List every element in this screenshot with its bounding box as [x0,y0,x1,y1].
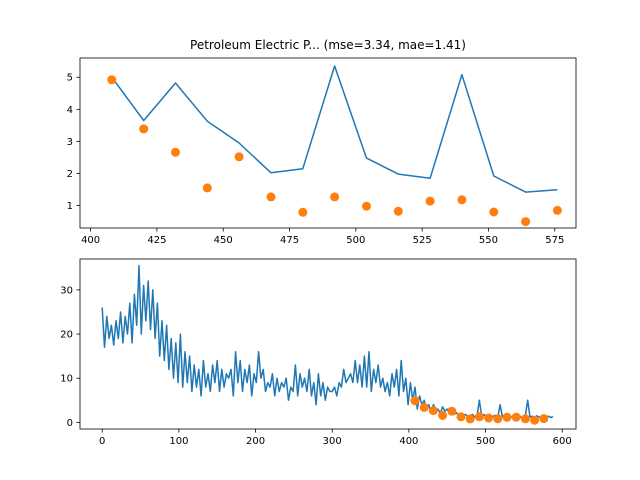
bottom-subplot: 0 100 200 300 400 500 600 0 10 20 30 [60,258,577,447]
top-data-point [266,192,276,202]
top-chart-title: Petroleum Electric P... (mse=3.34, mae=1… [190,38,466,52]
bottom-data-point [511,412,521,422]
bottom-data-point [493,414,503,424]
top-data-point [298,207,308,217]
top-x-tick-label: 575 [545,235,564,246]
bottom-x-tick-label: 200 [246,436,265,447]
bottom-data-point [456,412,466,422]
bottom-x-tick-label: 600 [553,436,572,447]
top-data-point [234,152,244,162]
top-axis-ticks: 400 425 450 475 500 525 550 575 1 2 3 4 5 [67,73,565,246]
top-y-tick-label: 1 [67,201,73,212]
top-x-tick-label: 550 [479,235,498,246]
top-series [107,65,562,227]
bottom-x-tick-label: 300 [323,436,342,447]
bottom-y-tick-label: 30 [60,285,73,296]
bottom-data-point [530,415,540,425]
top-y-tick-label: 4 [67,105,73,116]
top-data-point [171,147,180,157]
top-x-tick-label: 450 [214,235,233,246]
bottom-axis-ticks: 0 100 200 300 400 500 600 0 10 20 30 [60,285,571,447]
top-x-tick-label: 500 [346,235,365,246]
top-data-point [362,201,371,211]
top-y-tick-label: 3 [67,137,73,148]
top-x-tick-label: 525 [413,235,432,246]
top-data-point [107,75,117,85]
top-data-point [521,217,531,227]
bottom-data-point [484,413,494,423]
bottom-x-tick-label: 400 [399,436,418,447]
bottom-series [101,264,554,425]
top-data-point [552,205,562,215]
bottom-y-tick-label: 10 [60,374,73,385]
bottom-data-point [410,396,420,406]
bottom-x-tick-label: 0 [99,436,105,447]
top-y-tick-label: 5 [67,73,73,84]
bottom-data-point [539,414,549,424]
top-x-tick-label: 400 [81,235,100,246]
top-subplot: Petroleum Electric P... (mse=3.34, mae=1… [67,38,577,246]
bottom-x-tick-label: 100 [169,436,188,447]
bottom-data-point [447,406,457,416]
bottom-x-tick-label: 500 [476,436,495,447]
bottom-data-point [419,402,429,412]
bottom-data-point [428,406,438,416]
top-data-point [330,192,340,202]
bottom-series-line [101,264,554,419]
bottom-data-point [465,414,475,424]
top-x-tick-label: 475 [280,235,299,246]
top-data-point [139,124,149,134]
bottom-data-point [438,411,448,420]
top-series-line [111,65,558,193]
top-plot-frame [79,57,577,229]
top-data-point [457,195,467,205]
bottom-plot-frame [79,258,577,430]
bottom-data-point [474,412,484,422]
top-data-point [202,183,212,193]
top-y-tick-label: 2 [67,169,73,180]
bottom-data-point [520,414,530,424]
bottom-y-tick-label: 0 [67,418,73,429]
top-data-point [489,207,499,217]
top-data-point [425,196,435,206]
bottom-y-tick-label: 20 [60,330,73,341]
top-x-tick-label: 425 [147,235,166,246]
bottom-data-point [502,412,512,422]
top-data-point [393,206,403,216]
